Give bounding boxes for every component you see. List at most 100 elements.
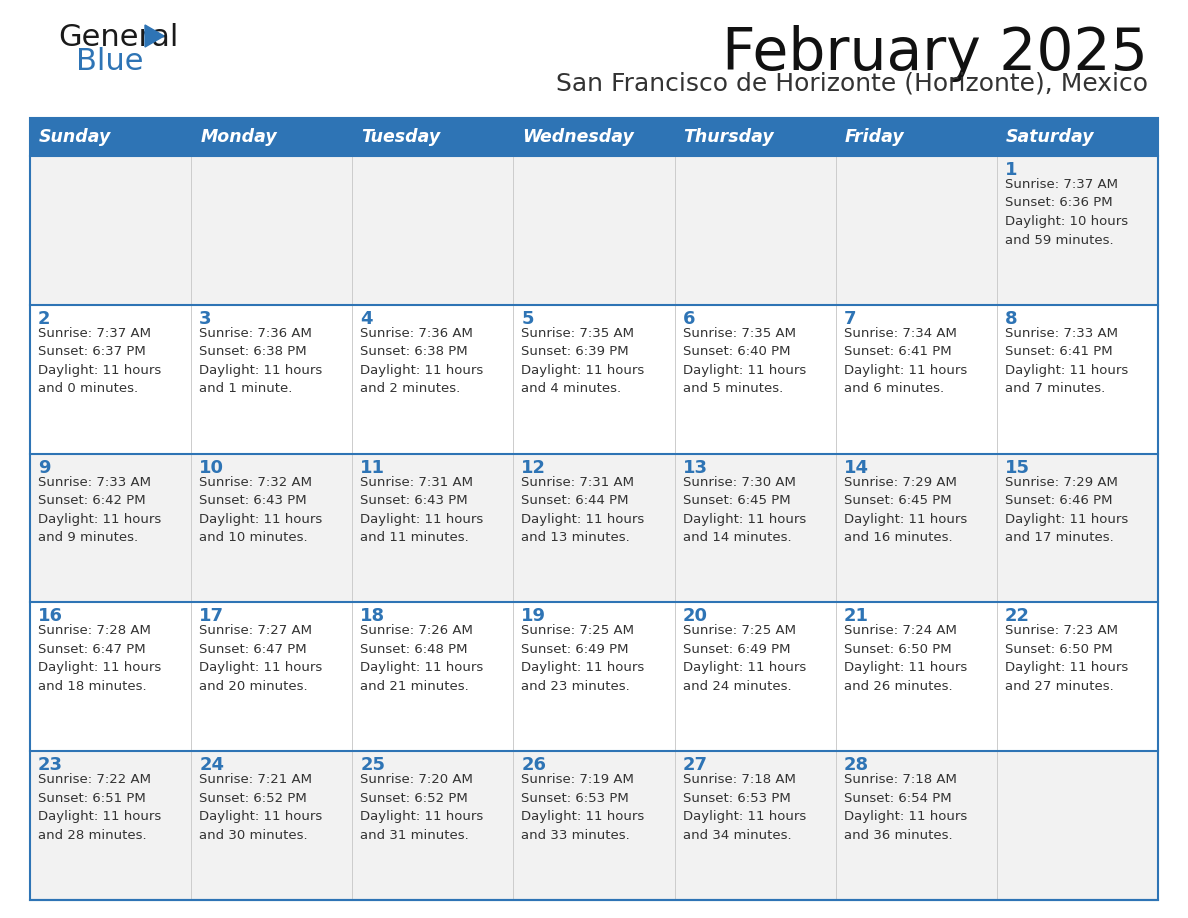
Bar — [30, 453, 191, 602]
Text: Thursday: Thursday — [683, 128, 775, 146]
Text: Sunrise: 7:36 AM
Sunset: 6:38 PM
Daylight: 11 hours
and 1 minute.: Sunrise: 7:36 AM Sunset: 6:38 PM Dayligh… — [200, 327, 322, 396]
Text: 3: 3 — [200, 309, 211, 328]
Bar — [191, 751, 353, 900]
Text: Sunrise: 7:25 AM
Sunset: 6:49 PM
Daylight: 11 hours
and 24 minutes.: Sunrise: 7:25 AM Sunset: 6:49 PM Dayligh… — [683, 624, 805, 693]
Bar — [353, 751, 513, 900]
Bar — [835, 156, 997, 305]
Bar — [191, 453, 353, 602]
Text: 15: 15 — [1005, 459, 1030, 476]
Text: 17: 17 — [200, 608, 225, 625]
Text: Sunrise: 7:34 AM
Sunset: 6:41 PM
Daylight: 11 hours
and 6 minutes.: Sunrise: 7:34 AM Sunset: 6:41 PM Dayligh… — [843, 327, 967, 396]
Text: Blue: Blue — [76, 47, 144, 76]
Bar — [30, 118, 1158, 900]
Text: 9: 9 — [38, 459, 51, 476]
Bar — [675, 118, 835, 156]
Bar — [997, 118, 1158, 156]
Text: Sunrise: 7:29 AM
Sunset: 6:46 PM
Daylight: 11 hours
and 17 minutes.: Sunrise: 7:29 AM Sunset: 6:46 PM Dayligh… — [1005, 476, 1129, 544]
Text: Tuesday: Tuesday — [361, 128, 441, 146]
Text: Sunrise: 7:23 AM
Sunset: 6:50 PM
Daylight: 11 hours
and 27 minutes.: Sunrise: 7:23 AM Sunset: 6:50 PM Dayligh… — [1005, 624, 1129, 693]
Bar — [30, 751, 191, 900]
Polygon shape — [145, 25, 164, 47]
Bar — [997, 751, 1158, 900]
Text: 20: 20 — [683, 608, 708, 625]
Text: 27: 27 — [683, 756, 708, 774]
Text: Sunrise: 7:20 AM
Sunset: 6:52 PM
Daylight: 11 hours
and 31 minutes.: Sunrise: 7:20 AM Sunset: 6:52 PM Dayligh… — [360, 773, 484, 842]
Bar — [835, 751, 997, 900]
Text: 18: 18 — [360, 608, 385, 625]
Text: 10: 10 — [200, 459, 225, 476]
Text: Sunrise: 7:32 AM
Sunset: 6:43 PM
Daylight: 11 hours
and 10 minutes.: Sunrise: 7:32 AM Sunset: 6:43 PM Dayligh… — [200, 476, 322, 544]
Text: 2: 2 — [38, 309, 51, 328]
Bar — [513, 156, 675, 305]
Bar — [191, 602, 353, 751]
Bar — [191, 305, 353, 453]
Bar — [997, 156, 1158, 305]
Text: Sunrise: 7:35 AM
Sunset: 6:39 PM
Daylight: 11 hours
and 4 minutes.: Sunrise: 7:35 AM Sunset: 6:39 PM Dayligh… — [522, 327, 645, 396]
Bar — [675, 453, 835, 602]
Text: Sunrise: 7:19 AM
Sunset: 6:53 PM
Daylight: 11 hours
and 33 minutes.: Sunrise: 7:19 AM Sunset: 6:53 PM Dayligh… — [522, 773, 645, 842]
Text: Sunrise: 7:21 AM
Sunset: 6:52 PM
Daylight: 11 hours
and 30 minutes.: Sunrise: 7:21 AM Sunset: 6:52 PM Dayligh… — [200, 773, 322, 842]
Text: Sunrise: 7:18 AM
Sunset: 6:53 PM
Daylight: 11 hours
and 34 minutes.: Sunrise: 7:18 AM Sunset: 6:53 PM Dayligh… — [683, 773, 805, 842]
Bar — [835, 305, 997, 453]
Text: February 2025: February 2025 — [722, 25, 1148, 82]
Text: 1: 1 — [1005, 161, 1017, 179]
Bar — [353, 305, 513, 453]
Bar — [30, 602, 191, 751]
Text: 28: 28 — [843, 756, 868, 774]
Bar — [835, 453, 997, 602]
Text: Sunrise: 7:33 AM
Sunset: 6:41 PM
Daylight: 11 hours
and 7 minutes.: Sunrise: 7:33 AM Sunset: 6:41 PM Dayligh… — [1005, 327, 1129, 396]
Bar — [835, 118, 997, 156]
Text: 21: 21 — [843, 608, 868, 625]
Text: 24: 24 — [200, 756, 225, 774]
Text: Sunrise: 7:35 AM
Sunset: 6:40 PM
Daylight: 11 hours
and 5 minutes.: Sunrise: 7:35 AM Sunset: 6:40 PM Dayligh… — [683, 327, 805, 396]
Text: Sunrise: 7:30 AM
Sunset: 6:45 PM
Daylight: 11 hours
and 14 minutes.: Sunrise: 7:30 AM Sunset: 6:45 PM Dayligh… — [683, 476, 805, 544]
Bar — [513, 453, 675, 602]
Text: Sunrise: 7:24 AM
Sunset: 6:50 PM
Daylight: 11 hours
and 26 minutes.: Sunrise: 7:24 AM Sunset: 6:50 PM Dayligh… — [843, 624, 967, 693]
Text: 13: 13 — [683, 459, 708, 476]
Text: Sunrise: 7:37 AM
Sunset: 6:36 PM
Daylight: 10 hours
and 59 minutes.: Sunrise: 7:37 AM Sunset: 6:36 PM Dayligh… — [1005, 178, 1127, 247]
Bar — [997, 305, 1158, 453]
Text: 25: 25 — [360, 756, 385, 774]
Text: Sunrise: 7:37 AM
Sunset: 6:37 PM
Daylight: 11 hours
and 0 minutes.: Sunrise: 7:37 AM Sunset: 6:37 PM Dayligh… — [38, 327, 162, 396]
Text: Sunrise: 7:25 AM
Sunset: 6:49 PM
Daylight: 11 hours
and 23 minutes.: Sunrise: 7:25 AM Sunset: 6:49 PM Dayligh… — [522, 624, 645, 693]
Text: Sunrise: 7:29 AM
Sunset: 6:45 PM
Daylight: 11 hours
and 16 minutes.: Sunrise: 7:29 AM Sunset: 6:45 PM Dayligh… — [843, 476, 967, 544]
Text: Wednesday: Wednesday — [523, 128, 634, 146]
Bar — [997, 453, 1158, 602]
Bar — [353, 602, 513, 751]
Text: Sunrise: 7:18 AM
Sunset: 6:54 PM
Daylight: 11 hours
and 36 minutes.: Sunrise: 7:18 AM Sunset: 6:54 PM Dayligh… — [843, 773, 967, 842]
Bar — [675, 156, 835, 305]
Text: Sunday: Sunday — [39, 128, 112, 146]
Bar — [513, 602, 675, 751]
Text: Sunrise: 7:31 AM
Sunset: 6:43 PM
Daylight: 11 hours
and 11 minutes.: Sunrise: 7:31 AM Sunset: 6:43 PM Dayligh… — [360, 476, 484, 544]
Bar — [30, 305, 191, 453]
Text: 19: 19 — [522, 608, 546, 625]
Text: General: General — [58, 23, 178, 52]
Text: Friday: Friday — [845, 128, 904, 146]
Bar — [353, 156, 513, 305]
Bar — [353, 118, 513, 156]
Text: 22: 22 — [1005, 608, 1030, 625]
Bar — [513, 305, 675, 453]
Text: 26: 26 — [522, 756, 546, 774]
Text: 7: 7 — [843, 309, 857, 328]
Text: Sunrise: 7:36 AM
Sunset: 6:38 PM
Daylight: 11 hours
and 2 minutes.: Sunrise: 7:36 AM Sunset: 6:38 PM Dayligh… — [360, 327, 484, 396]
Text: 4: 4 — [360, 309, 373, 328]
Bar — [513, 118, 675, 156]
Text: 23: 23 — [38, 756, 63, 774]
Text: Saturday: Saturday — [1006, 128, 1094, 146]
Bar — [30, 156, 191, 305]
Text: 14: 14 — [843, 459, 868, 476]
Text: 12: 12 — [522, 459, 546, 476]
Bar — [675, 305, 835, 453]
Text: 6: 6 — [683, 309, 695, 328]
Text: Sunrise: 7:28 AM
Sunset: 6:47 PM
Daylight: 11 hours
and 18 minutes.: Sunrise: 7:28 AM Sunset: 6:47 PM Dayligh… — [38, 624, 162, 693]
Bar — [835, 602, 997, 751]
Bar — [675, 602, 835, 751]
Text: Sunrise: 7:26 AM
Sunset: 6:48 PM
Daylight: 11 hours
and 21 minutes.: Sunrise: 7:26 AM Sunset: 6:48 PM Dayligh… — [360, 624, 484, 693]
Bar — [675, 751, 835, 900]
Bar — [353, 453, 513, 602]
Text: 5: 5 — [522, 309, 533, 328]
Text: San Francisco de Horizonte (Horizonte), Mexico: San Francisco de Horizonte (Horizonte), … — [556, 71, 1148, 95]
Text: 16: 16 — [38, 608, 63, 625]
Bar — [30, 118, 191, 156]
